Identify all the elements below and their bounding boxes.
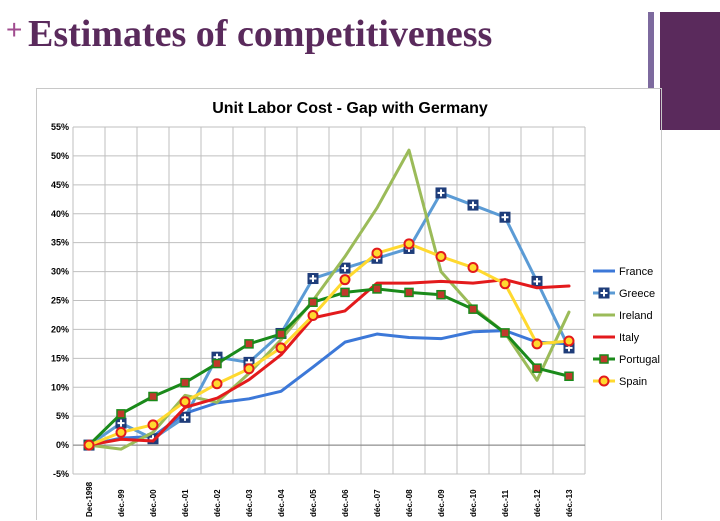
x-tick-label: déc.-01 bbox=[181, 489, 190, 517]
data-point-spain bbox=[339, 274, 351, 286]
legend-label-italy: Italy bbox=[619, 332, 640, 344]
series-line-spain bbox=[87, 242, 571, 447]
data-point-spain bbox=[499, 278, 511, 290]
data-point-portugal bbox=[404, 287, 414, 298]
data-point-greece bbox=[115, 417, 127, 429]
data-point-greece bbox=[435, 187, 447, 199]
data-point-spain bbox=[307, 310, 319, 322]
line-chart: Unit Labor Cost - Gap with Germany -5% 0%… bbox=[51, 100, 660, 517]
x-tick-label: déc.-13 bbox=[565, 489, 574, 517]
legend-label-ireland: Ireland bbox=[619, 310, 653, 322]
x-tick-label: déc.-99 bbox=[117, 489, 126, 517]
legend-marker-portugal bbox=[599, 354, 609, 364]
y-tick-label: 40% bbox=[51, 209, 69, 219]
data-point-spain bbox=[435, 251, 447, 263]
slide-title: Estimates of competitiveness bbox=[28, 13, 493, 55]
x-tick-label: Dec-1998 bbox=[85, 481, 94, 517]
y-tick-label: 10% bbox=[51, 382, 69, 392]
data-point-spain bbox=[403, 238, 415, 250]
series-line-italy bbox=[87, 278, 571, 447]
data-point-greece bbox=[339, 262, 351, 274]
x-tick-label: déc.-07 bbox=[373, 489, 382, 517]
x-tick-label: déc.-02 bbox=[213, 489, 222, 517]
data-point-portugal bbox=[340, 287, 350, 298]
data-point-spain bbox=[275, 342, 287, 354]
data-point-portugal bbox=[308, 297, 318, 307]
x-tick-label: déc.-04 bbox=[277, 489, 286, 517]
legend-label-portugal: Portugal bbox=[619, 354, 660, 366]
y-tick-label: -5% bbox=[53, 469, 69, 479]
y-tick-label: 5% bbox=[56, 411, 69, 421]
y-tick-label: 25% bbox=[51, 296, 69, 306]
data-point-portugal bbox=[180, 377, 190, 388]
y-tick-label: 30% bbox=[51, 267, 69, 277]
data-point-spain bbox=[115, 426, 127, 438]
y-tick-label: 50% bbox=[51, 151, 69, 161]
x-tick-label: déc.-06 bbox=[341, 489, 350, 517]
data-point-spain bbox=[179, 396, 191, 408]
y-tick-label: 55% bbox=[51, 122, 69, 132]
legend-marker-spain bbox=[598, 375, 610, 387]
x-tick-label: déc.-12 bbox=[533, 489, 542, 517]
data-point-spain bbox=[147, 419, 159, 431]
data-point-portugal bbox=[468, 304, 478, 314]
data-point-spain bbox=[531, 338, 543, 350]
legend-label-spain: Spain bbox=[619, 376, 647, 388]
data-point-portugal bbox=[116, 409, 126, 419]
data-point-portugal bbox=[244, 339, 254, 349]
data-point-portugal bbox=[436, 289, 446, 300]
x-tick-label: déc.-09 bbox=[437, 489, 446, 517]
series-lines bbox=[83, 148, 575, 451]
chart-frame: Unit Labor Cost - Gap with Germany -5% 0%… bbox=[36, 88, 662, 520]
data-point-spain bbox=[83, 439, 95, 451]
y-tick-label: 35% bbox=[51, 238, 69, 248]
legend-label-france: France bbox=[619, 266, 653, 278]
legend-label-greece: Greece bbox=[619, 288, 655, 300]
x-tick-label: déc.-11 bbox=[501, 489, 510, 517]
x-tick-label: déc.-03 bbox=[245, 489, 254, 517]
data-point-greece bbox=[307, 273, 319, 285]
y-tick-label: 15% bbox=[51, 353, 69, 363]
data-point-greece bbox=[499, 211, 511, 223]
legend: France Greece Ireland Italy Portugal Spain bbox=[593, 266, 660, 388]
axes: -5% 0% 5% 10% 15% 20% 25% 30% 35% 40% 45% 50% 55% Dec… bbox=[51, 122, 585, 517]
x-tick-label: déc.-05 bbox=[309, 489, 318, 517]
data-point-portugal bbox=[148, 391, 158, 402]
legend-marker-greece bbox=[598, 287, 610, 299]
chart-title: Unit Labor Cost - Gap with Germany bbox=[212, 100, 488, 117]
decorative-bar-thick bbox=[660, 12, 720, 130]
decorative-bar-thin bbox=[648, 12, 654, 88]
data-point-portugal bbox=[500, 328, 510, 338]
data-point-spain bbox=[563, 335, 575, 347]
data-point-portugal bbox=[532, 363, 542, 373]
data-point-spain bbox=[243, 363, 255, 375]
data-point-greece bbox=[467, 199, 479, 211]
data-point-spain bbox=[371, 247, 383, 259]
data-point-spain bbox=[211, 378, 223, 390]
x-tick-label: déc.-08 bbox=[405, 489, 414, 517]
data-point-portugal bbox=[564, 371, 574, 382]
data-point-greece bbox=[531, 275, 543, 287]
x-tick-label: déc.-10 bbox=[469, 489, 478, 517]
series-line-greece bbox=[87, 191, 571, 447]
x-tick-label: déc.-00 bbox=[149, 489, 158, 517]
data-point-portugal bbox=[212, 358, 222, 369]
plus-icon: + bbox=[6, 14, 23, 45]
data-point-portugal bbox=[276, 329, 286, 339]
data-point-greece bbox=[179, 411, 191, 423]
gridlines bbox=[72, 126, 586, 475]
y-tick-label: 45% bbox=[51, 180, 69, 190]
y-tick-label: 20% bbox=[51, 324, 69, 334]
y-tick-label: 0% bbox=[56, 440, 69, 450]
data-point-portugal bbox=[372, 284, 382, 294]
data-point-spain bbox=[467, 262, 479, 274]
